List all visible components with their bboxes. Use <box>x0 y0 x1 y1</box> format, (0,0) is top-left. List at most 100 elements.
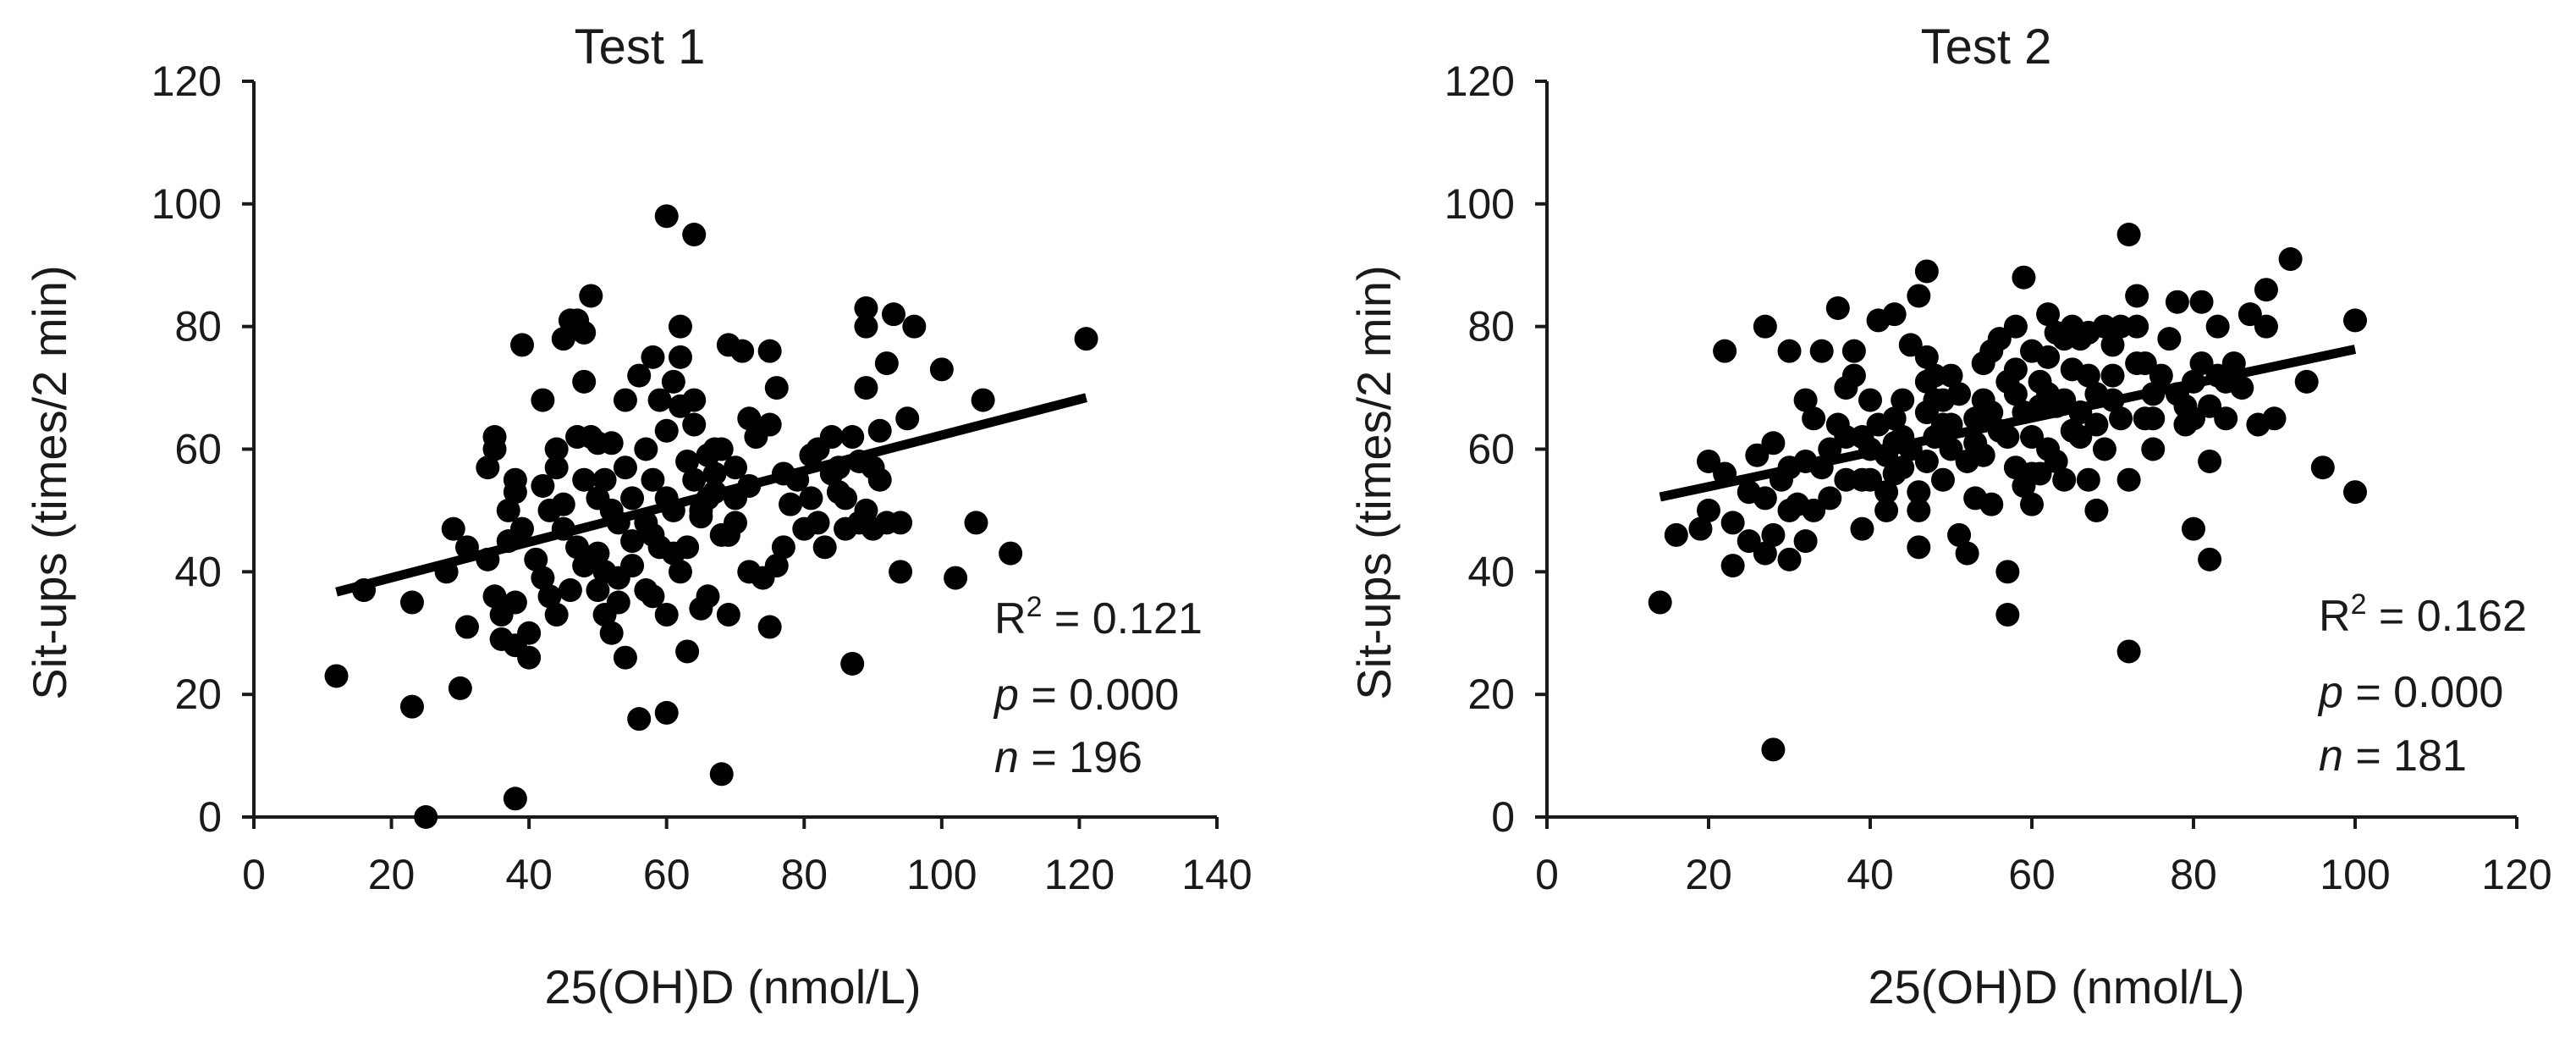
chart-2-data-point <box>1850 516 1874 541</box>
chart-1-stats: R2 = 0.121 p = 0.000 n = 196 <box>993 591 1203 782</box>
chart-2-x-tick-label: 60 <box>2008 851 2056 898</box>
chart-2-y-tick-label: 0 <box>1491 793 1515 841</box>
chart-2-data-point <box>1995 560 2020 584</box>
chart-1-data-point <box>448 676 472 700</box>
chart-1-y-tick-label: 0 <box>198 793 222 841</box>
chart-2-data-point <box>2052 327 2077 351</box>
chart-2-data-point <box>2036 345 2061 369</box>
chart-2-data-point <box>1761 431 1786 456</box>
chart-2-data-point <box>2189 290 2214 314</box>
chart-1-data-point <box>634 437 658 461</box>
chart-1-n-value: = 196 <box>1019 733 1142 782</box>
chart-1-data-point <box>531 388 555 412</box>
chart-1-data-point <box>834 486 858 511</box>
chart-2-data-point <box>2294 369 2319 394</box>
chart-2-data-point <box>2003 357 2028 382</box>
chart-1-data-point <box>757 412 782 437</box>
chart-1-y-tick-label: 120 <box>151 58 222 105</box>
chart-1-data-point <box>531 566 555 590</box>
chart-2-x-tick-label: 20 <box>1685 851 1732 898</box>
chart-2-y-tick-label: 40 <box>1467 548 1515 595</box>
chart-1-data-point <box>599 621 624 645</box>
chart-1-data-point <box>799 486 823 511</box>
chart-2-data-point <box>2076 467 2100 492</box>
chart-2-data-point <box>1907 498 1931 522</box>
chart-1-data-point <box>696 584 720 609</box>
chart-2-data-point <box>1720 511 1745 535</box>
chart-2-data-point <box>1914 259 1939 284</box>
chart-1-data-point <box>551 492 575 516</box>
chart-2-r2-text: R2 = 0.162 <box>2319 588 2527 641</box>
chart-1-data-point <box>902 314 927 339</box>
chart-1-data-point <box>709 437 734 461</box>
chart-1-data-point <box>586 541 610 566</box>
chart-2-data-point <box>1648 590 1672 615</box>
chart-1-y-tick-label: 20 <box>174 671 222 718</box>
chart-1-r2-label: R <box>994 594 1027 643</box>
chart-2-data-point <box>1802 406 1826 431</box>
chart-2-data-point <box>2343 308 2367 333</box>
chart-1-data-point <box>929 357 954 382</box>
chart-1-data-point <box>867 467 892 492</box>
chart-1-data-point <box>702 461 727 486</box>
chart-1-data-point <box>606 590 630 615</box>
chart-2-data-point <box>1753 541 1777 566</box>
chart-2-data-point <box>2165 290 2189 314</box>
chart-1-data-point <box>661 541 685 566</box>
chart-1-data-point <box>647 388 672 412</box>
chart-2-data-point <box>2254 278 2278 302</box>
chart-1-y-axis-title: Sit-ups (times/2 min) <box>23 265 76 699</box>
chart-2-data-point <box>1955 541 1979 566</box>
chart-2-x-tick-label: 100 <box>2320 851 2390 898</box>
chart-2-data-point <box>1825 412 1850 437</box>
chart-2-data-point <box>2125 284 2149 308</box>
chart-2-data-point <box>1825 295 1850 320</box>
chart-2-data-point <box>1793 529 1818 554</box>
chart-2-x-tick-label: 120 <box>2481 851 2551 898</box>
chart-2-points <box>1648 223 2367 762</box>
chart-1-data-point <box>613 645 637 670</box>
chart-1-data-point <box>668 345 692 369</box>
chart-1-data-point <box>503 787 527 811</box>
chart-1-data-point <box>399 694 424 719</box>
chart-1-data-point <box>840 425 865 450</box>
chart-2-x-tick-label: 40 <box>1847 851 1894 898</box>
chart-1-data-point <box>496 498 520 522</box>
chart-2-data-point <box>1891 456 1915 480</box>
chart-2-data-point <box>2003 314 2028 339</box>
chart-2-data-point <box>2205 314 2230 339</box>
chart-2-data-point <box>2036 302 2061 327</box>
chart-1-data-point <box>668 314 692 339</box>
chart-2-data-point <box>2189 351 2214 376</box>
chart-2-data-point <box>2125 351 2149 376</box>
chart-2-data-point <box>1898 333 1923 357</box>
chart-2-data-point <box>1720 554 1745 578</box>
chart-2-data-point <box>2141 437 2166 461</box>
chart-2-data-point <box>2230 376 2254 400</box>
chart-2-data-point <box>2100 333 2125 357</box>
chart-1-data-point <box>999 541 1023 566</box>
chart-1-data-point <box>592 467 617 492</box>
chart-2-data-point <box>1963 431 1988 456</box>
chart-1-data-point <box>724 511 747 535</box>
chart-2-y-tick-label: 120 <box>1445 58 1515 105</box>
chart-1-data-point <box>654 418 679 443</box>
chart-2-data-point <box>1955 449 1979 473</box>
chart-2-data-point <box>1874 480 1899 505</box>
chart-2-data-point <box>2262 406 2287 431</box>
chart-1-data-point <box>854 314 878 339</box>
chart-1-data-point <box>454 615 479 639</box>
chart-2-data-point <box>2141 406 2166 431</box>
chart-1-data-point <box>874 351 899 376</box>
chart-2-data-point <box>2036 382 2061 406</box>
chart-2-data-point <box>1907 284 1931 308</box>
chart-2-data-point <box>1930 467 1955 492</box>
chart-2-data-point <box>1874 498 1899 522</box>
chart-1-data-point <box>682 223 707 247</box>
chart-1-data-point <box>757 615 782 639</box>
chart-2-data-point <box>1809 339 1834 363</box>
chart-1-y-tick-label: 80 <box>174 303 222 351</box>
chart-1-x-tick-label: 0 <box>242 851 266 898</box>
chart-1-data-point <box>482 584 507 609</box>
chart-2-data-point <box>2116 639 2141 664</box>
